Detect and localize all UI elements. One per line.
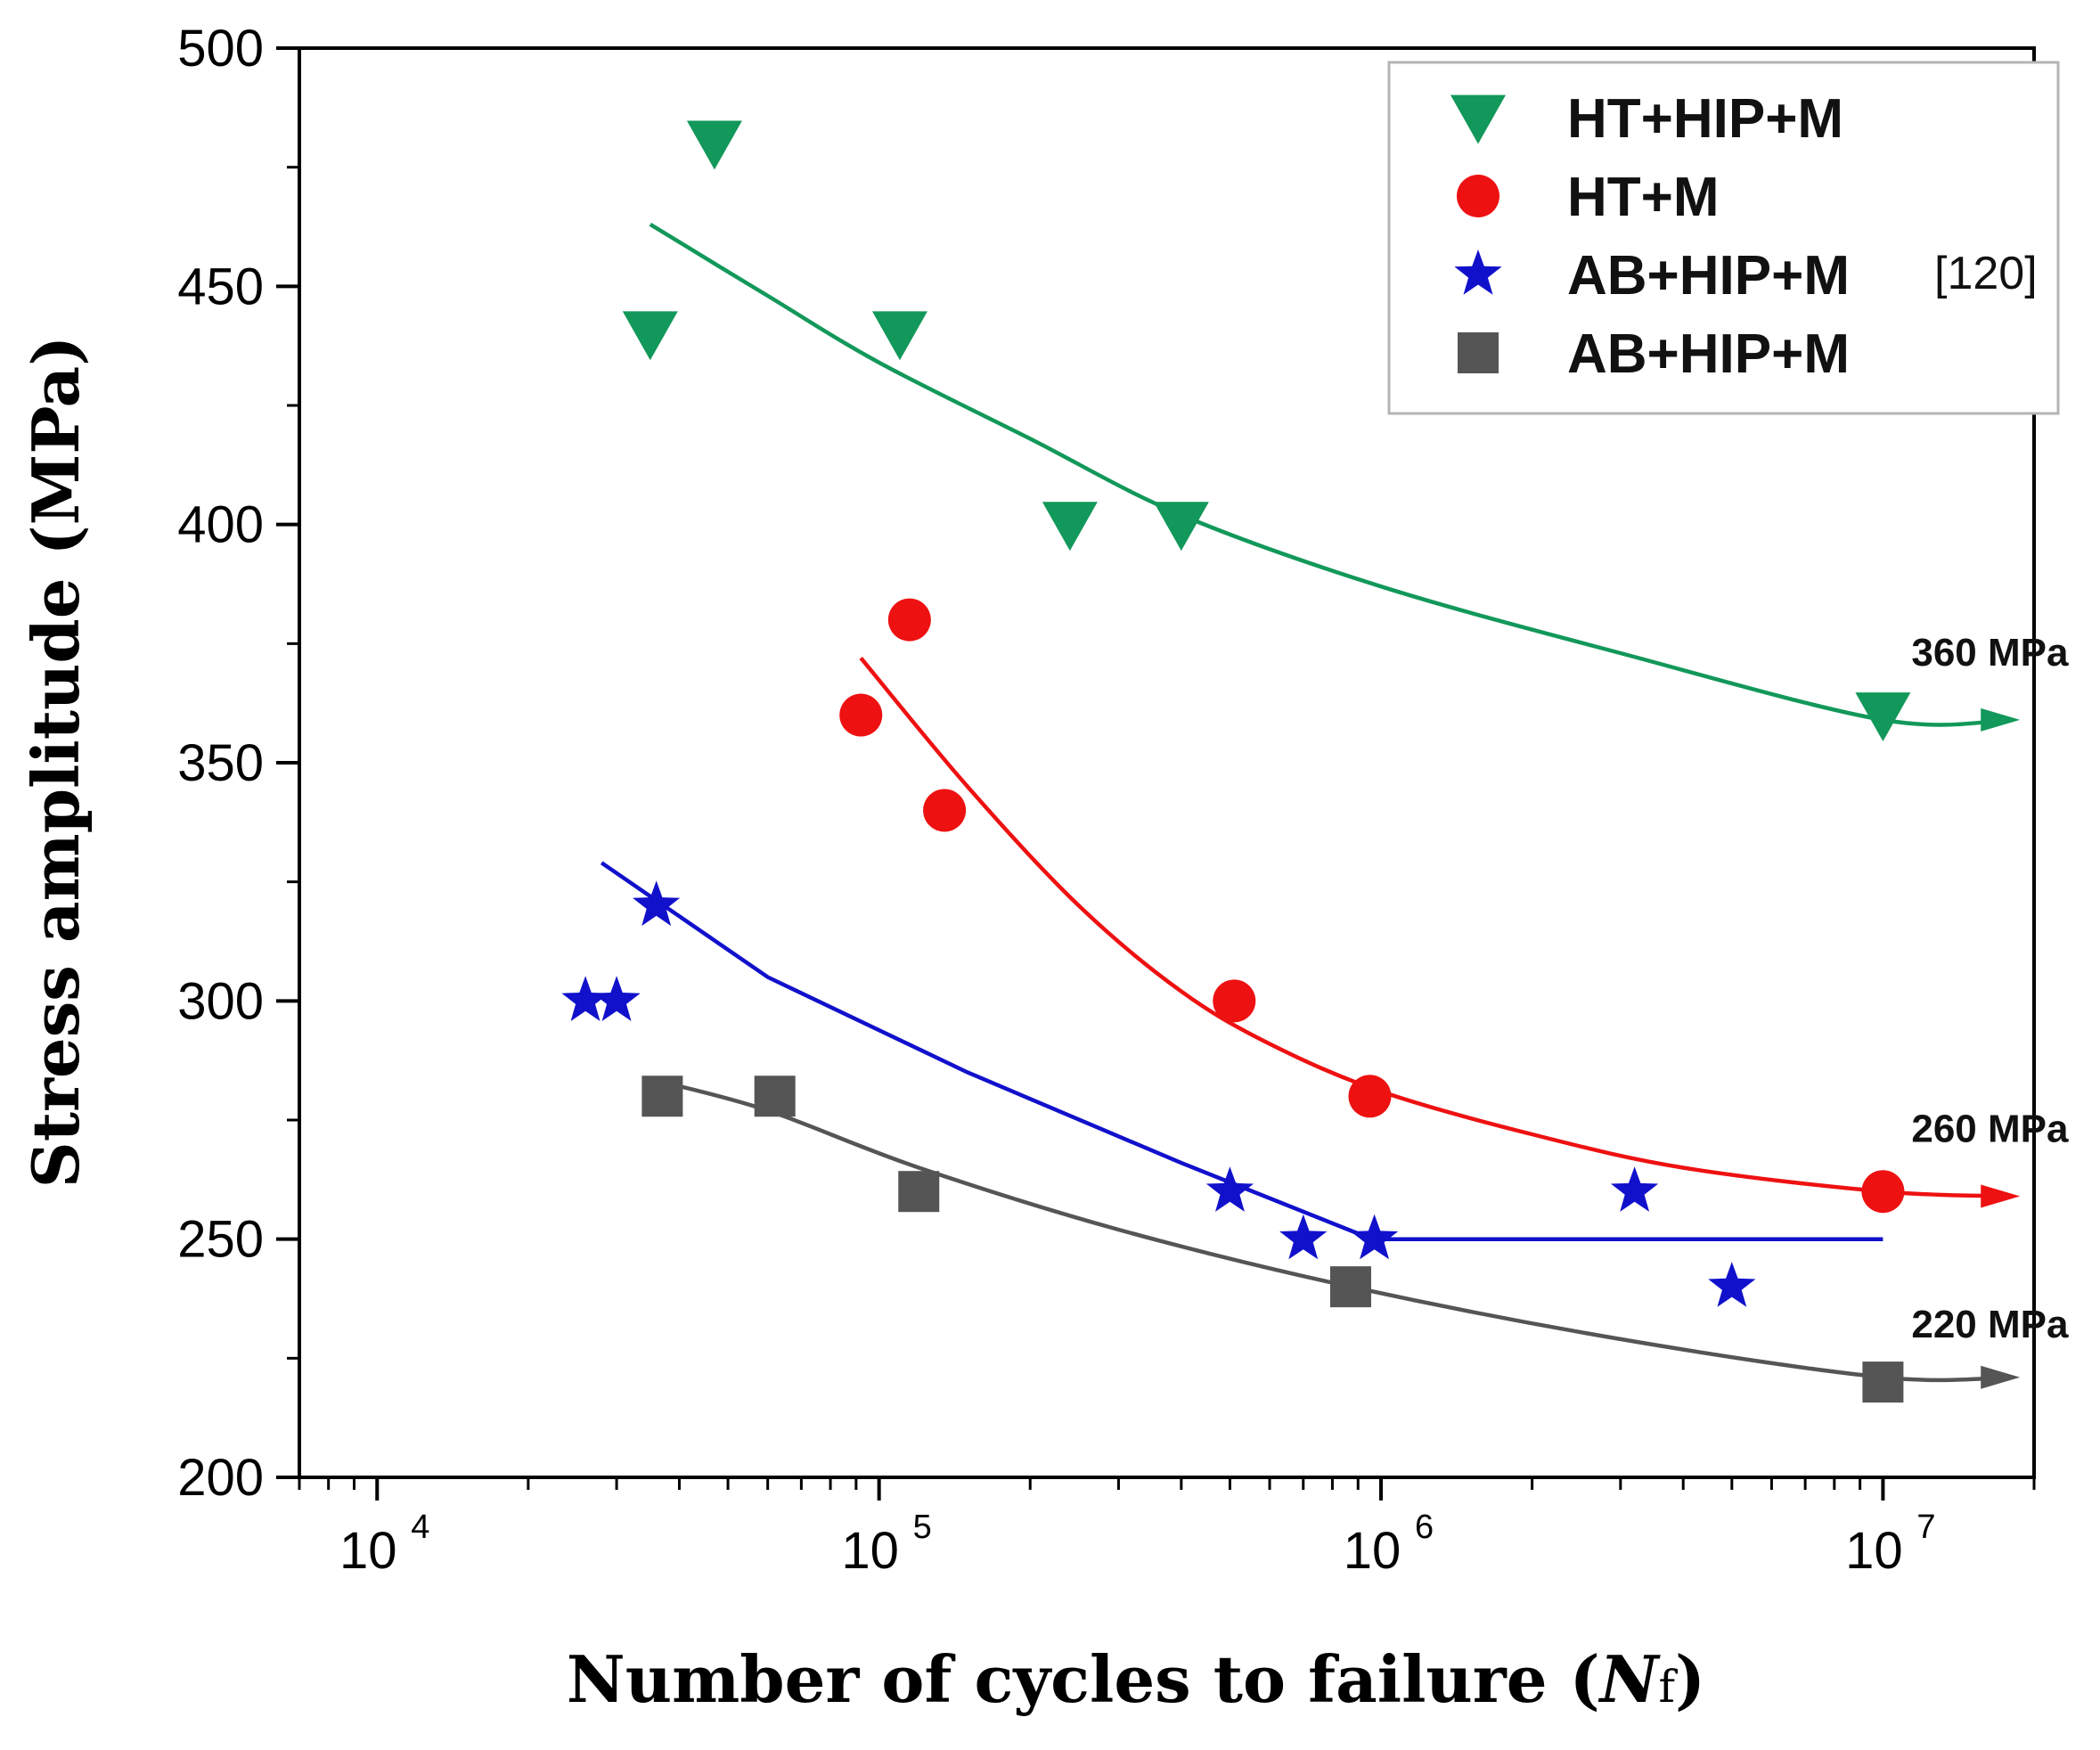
runout-arrow-series-3	[1981, 1365, 2021, 1389]
data-point-series-2	[1350, 1214, 1399, 1260]
data-point-series-0	[1855, 692, 1911, 741]
data-point-series-0	[1153, 502, 1209, 552]
data-point-series-2	[633, 880, 681, 927]
runout-label: 220 MPa	[1911, 1303, 2069, 1346]
x-tick-label: 10	[841, 1522, 899, 1580]
data-markers	[561, 120, 1911, 1403]
x-tick-exponent: 7	[1916, 1509, 1935, 1546]
legend-marker	[1454, 249, 1502, 295]
legend-entry-label: AB+HIP+M	[1567, 245, 1850, 307]
data-point-series-3	[1862, 1362, 1904, 1403]
x-tick-label: 10	[339, 1522, 397, 1580]
data-point-series-2	[1279, 1214, 1328, 1260]
y-tick-label: 350	[177, 734, 264, 792]
fit-curve-series-0	[649, 222, 2012, 727]
x-axis-title: Number of cycles to failure (Nf)	[567, 1641, 1705, 1717]
y-axis-title: Stress amplitude (MPa)	[18, 336, 94, 1189]
data-point-series-2	[1708, 1262, 1756, 1307]
x-tick-exponent: 4	[411, 1509, 429, 1546]
data-point-series-0	[686, 120, 742, 170]
legend-entry-label: AB+HIP+M	[1567, 323, 1850, 385]
y-tick-label: 400	[177, 496, 264, 554]
x-tick-exponent: 6	[1415, 1509, 1434, 1546]
legend-box	[1387, 61, 2060, 415]
legend-entry-label: HT+M	[1567, 167, 1720, 228]
y-tick-label: 450	[177, 258, 264, 315]
data-point-series-0	[871, 311, 927, 361]
runout-arrow-series-1	[1981, 1184, 2021, 1208]
data-point-series-1	[923, 789, 967, 832]
data-point-series-2	[1611, 1166, 1659, 1212]
axes: 200 250 300 350 400 450 500 10 4 10 5 10 6 10 7	[177, 20, 2036, 1580]
y-tick-label: 250	[177, 1211, 264, 1269]
data-point-series-3	[1329, 1266, 1371, 1308]
y-tick-label: 500	[177, 20, 264, 78]
data-point-series-3	[898, 1171, 940, 1213]
data-point-series-1	[1861, 1170, 1905, 1214]
legend-entry-label: HT+HIP+M	[1567, 88, 1843, 150]
legend: HT+HIP+M HT+M AB+HIP+M [120] AB+HIP+M	[1387, 61, 2060, 415]
runout-arrow-series-0	[1981, 707, 2021, 732]
data-point-series-3	[641, 1075, 683, 1117]
x-tick-label: 10	[1845, 1522, 1903, 1580]
data-point-series-1	[839, 693, 883, 737]
data-point-series-3	[754, 1075, 796, 1117]
y-tick-label: 200	[177, 1449, 264, 1507]
legend-entry-ref: [120]	[1934, 248, 2038, 299]
data-point-series-0	[622, 311, 678, 361]
fit-curve-series-2	[600, 861, 1883, 1241]
fit-curves	[600, 222, 2021, 1389]
legend-marker	[1450, 94, 1506, 144]
x-tick-exponent: 5	[913, 1509, 932, 1546]
legend-marker	[1458, 332, 1499, 373]
legend-marker	[1457, 175, 1499, 217]
data-point-series-1	[1348, 1075, 1392, 1118]
runout-label: 360 MPa	[1911, 631, 2069, 675]
fit-curve-series-3	[661, 1080, 2012, 1383]
data-point-series-2	[1205, 1166, 1254, 1212]
data-point-series-0	[1042, 502, 1098, 552]
runout-label: 260 MPa	[1911, 1108, 2069, 1151]
data-point-series-1	[1213, 979, 1256, 1023]
y-tick-label: 300	[177, 972, 264, 1030]
data-point-series-1	[887, 598, 931, 642]
x-tick-label: 10	[1344, 1522, 1401, 1580]
runout-annotations: 360 MPa 260 MPa 220 MPa	[1911, 631, 2069, 1346]
data-point-series-2	[592, 976, 641, 1021]
fit-curve-series-1	[859, 656, 2012, 1198]
data-point-series-2	[561, 976, 609, 1021]
